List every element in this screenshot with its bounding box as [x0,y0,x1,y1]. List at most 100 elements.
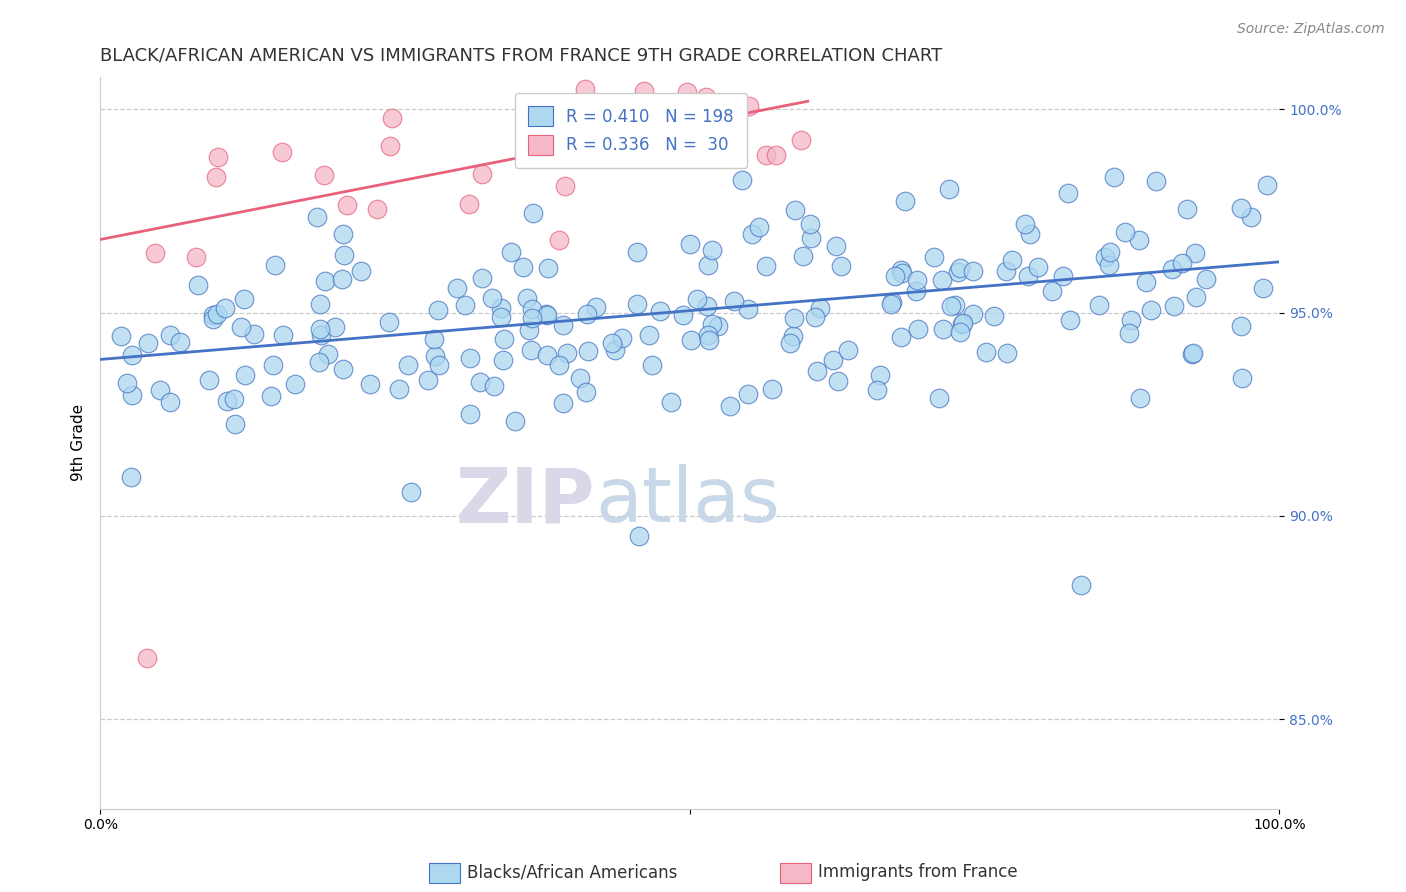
Point [741,227,763,242]
Point [159,328,181,343]
Point [232,292,254,306]
Point [454,298,477,312]
Point [633,84,655,98]
Point [1098,245,1121,260]
Point [312,169,335,183]
Point [484,379,506,393]
Point [585,300,607,314]
Point [423,349,446,363]
Point [271,327,294,342]
Point [626,244,648,259]
Point [676,86,699,100]
Point [1181,346,1204,360]
Point [264,258,287,272]
Point [446,281,468,295]
Point [159,395,181,409]
Point [187,277,209,292]
Point [284,377,307,392]
Point [686,293,709,307]
Point [962,264,984,278]
Point [481,291,503,305]
Point [825,239,848,253]
Point [638,327,661,342]
Point [823,353,845,368]
Point [305,211,328,225]
Point [427,302,450,317]
Point [568,148,591,162]
Point [637,114,659,128]
Point [204,169,226,184]
Point [783,203,806,218]
Point [309,327,332,342]
Point [575,384,598,399]
Point [503,414,526,428]
Point [890,267,912,281]
Point [1229,319,1251,334]
Point [516,292,538,306]
Legend: R = 0.410   N = 198, R = 0.336   N =  30: R = 0.410 N = 198, R = 0.336 N = 30 [515,93,747,169]
Point [994,264,1017,278]
Point [117,376,139,390]
Point [550,112,572,126]
Point [907,322,929,336]
Point [243,326,266,341]
Point [308,297,330,311]
Point [799,217,821,231]
Point [471,167,494,181]
Point [202,308,225,322]
Point [1194,272,1216,286]
Point [520,343,543,358]
Point [1014,217,1036,231]
Point [1121,313,1143,327]
Point [600,336,623,351]
Point [782,328,804,343]
Point [931,273,953,287]
Point [1059,313,1081,327]
Point [1230,201,1253,215]
Point [548,233,571,247]
Point [800,231,823,245]
Point [943,298,966,312]
Point [534,307,557,321]
Point [214,301,236,315]
Point [1251,281,1274,295]
Point [1184,246,1206,260]
Point [804,310,827,324]
Point [890,329,912,343]
Point [423,332,446,346]
Point [517,323,540,337]
Point [207,307,229,321]
Point [830,259,852,273]
Point [491,353,513,368]
Point [949,260,972,275]
Point [323,319,346,334]
Point [1057,186,1080,201]
Point [827,374,849,388]
Point [627,529,650,543]
Point [1185,290,1208,304]
Point [332,227,354,242]
Point [121,348,143,362]
Point [143,245,166,260]
Point [1240,210,1263,224]
Point [350,264,373,278]
Point [110,329,132,343]
Point [260,389,283,403]
Point [946,265,969,279]
Point [366,202,388,216]
Point [932,321,955,335]
Point [332,248,354,262]
Point [536,348,558,362]
Point [1129,391,1152,405]
Point [336,198,359,212]
Text: Blacks/African Americans: Blacks/African Americans [467,863,678,881]
Text: atlas: atlas [595,465,780,539]
Point [603,343,626,358]
Point [554,179,576,194]
Point [1052,268,1074,283]
Point [224,417,246,431]
Point [731,173,754,187]
Point [974,344,997,359]
Point [650,303,672,318]
Point [928,392,950,406]
